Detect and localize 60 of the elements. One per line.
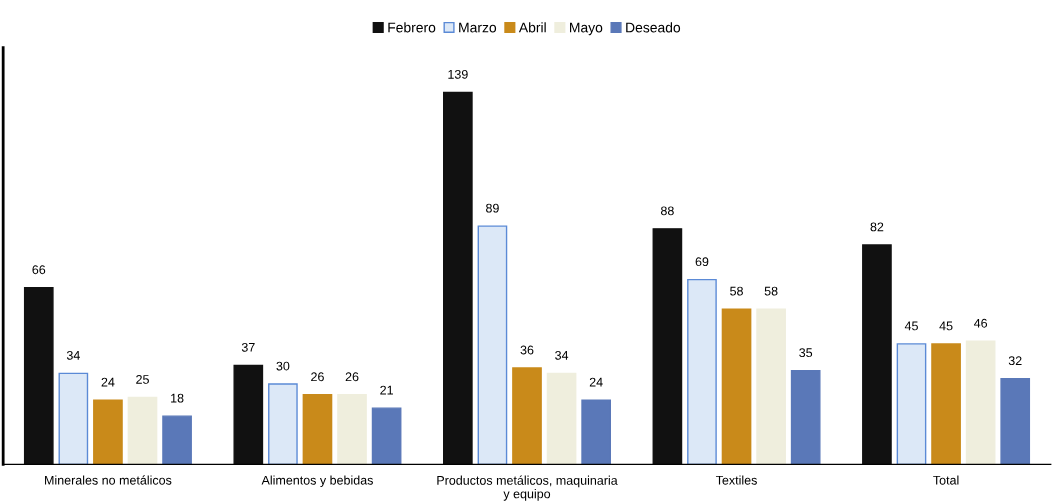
bar xyxy=(756,308,786,465)
bar xyxy=(302,394,333,465)
bar xyxy=(443,91,473,465)
bar xyxy=(546,372,577,465)
data-label: 58 xyxy=(730,286,743,296)
bar xyxy=(1000,378,1031,465)
x-tick-label: Productos metálicos, maquinaria y equipo xyxy=(437,475,618,501)
bar xyxy=(790,369,821,465)
data-label: 45 xyxy=(939,321,953,331)
bar xyxy=(233,364,264,465)
x-tick-label: Minerales no metálicos xyxy=(45,475,172,485)
legend-label: Febrero xyxy=(388,22,436,33)
data-label: 36 xyxy=(520,345,534,355)
bar xyxy=(371,407,402,465)
data-label: 37 xyxy=(241,342,255,352)
data-label: 69 xyxy=(695,257,709,267)
bar xyxy=(896,343,927,465)
bar xyxy=(268,383,298,465)
x-tick-label: Textiles xyxy=(715,475,757,485)
data-label: 46 xyxy=(973,318,988,328)
data-label: 26 xyxy=(345,372,359,382)
x-tick-label: Alimentos y bebidas xyxy=(261,475,373,488)
legend-label: Deseado xyxy=(626,22,681,33)
data-label: 24 xyxy=(589,377,603,387)
data-label: 89 xyxy=(486,203,499,213)
bar xyxy=(581,399,611,465)
data-label: 58 xyxy=(764,286,778,296)
bar xyxy=(93,399,123,465)
data-label: 88 xyxy=(660,206,674,216)
data-label: 139 xyxy=(448,69,468,79)
bar xyxy=(58,372,89,465)
legend-label: Marzo xyxy=(459,22,497,33)
data-label: 66 xyxy=(32,265,46,275)
bar xyxy=(687,278,717,465)
data-label: 21 xyxy=(380,385,393,395)
bar xyxy=(931,343,961,465)
bar xyxy=(862,244,892,465)
bar xyxy=(23,287,54,465)
data-label: 30 xyxy=(276,361,290,371)
data-label: 26 xyxy=(311,372,324,382)
data-label: 32 xyxy=(1008,356,1022,366)
bar xyxy=(721,308,752,465)
data-label: 25 xyxy=(136,375,149,384)
data-label: 18 xyxy=(171,393,184,403)
data-label: 82 xyxy=(870,222,884,232)
bar xyxy=(512,367,542,465)
data-label: 45 xyxy=(904,321,918,331)
bar xyxy=(337,394,367,465)
data-label: 35 xyxy=(799,348,813,358)
bar xyxy=(477,225,508,465)
data-label: 24 xyxy=(101,377,115,387)
bar xyxy=(652,228,683,465)
data-label: 34 xyxy=(555,350,569,360)
legend-label: Abril xyxy=(518,22,546,33)
bar xyxy=(127,396,158,465)
bar xyxy=(965,340,996,465)
data-label: 34 xyxy=(66,350,80,360)
bar xyxy=(162,415,192,465)
x-tick-label: Total xyxy=(933,475,959,485)
legend-label: Mayo xyxy=(570,22,603,36)
